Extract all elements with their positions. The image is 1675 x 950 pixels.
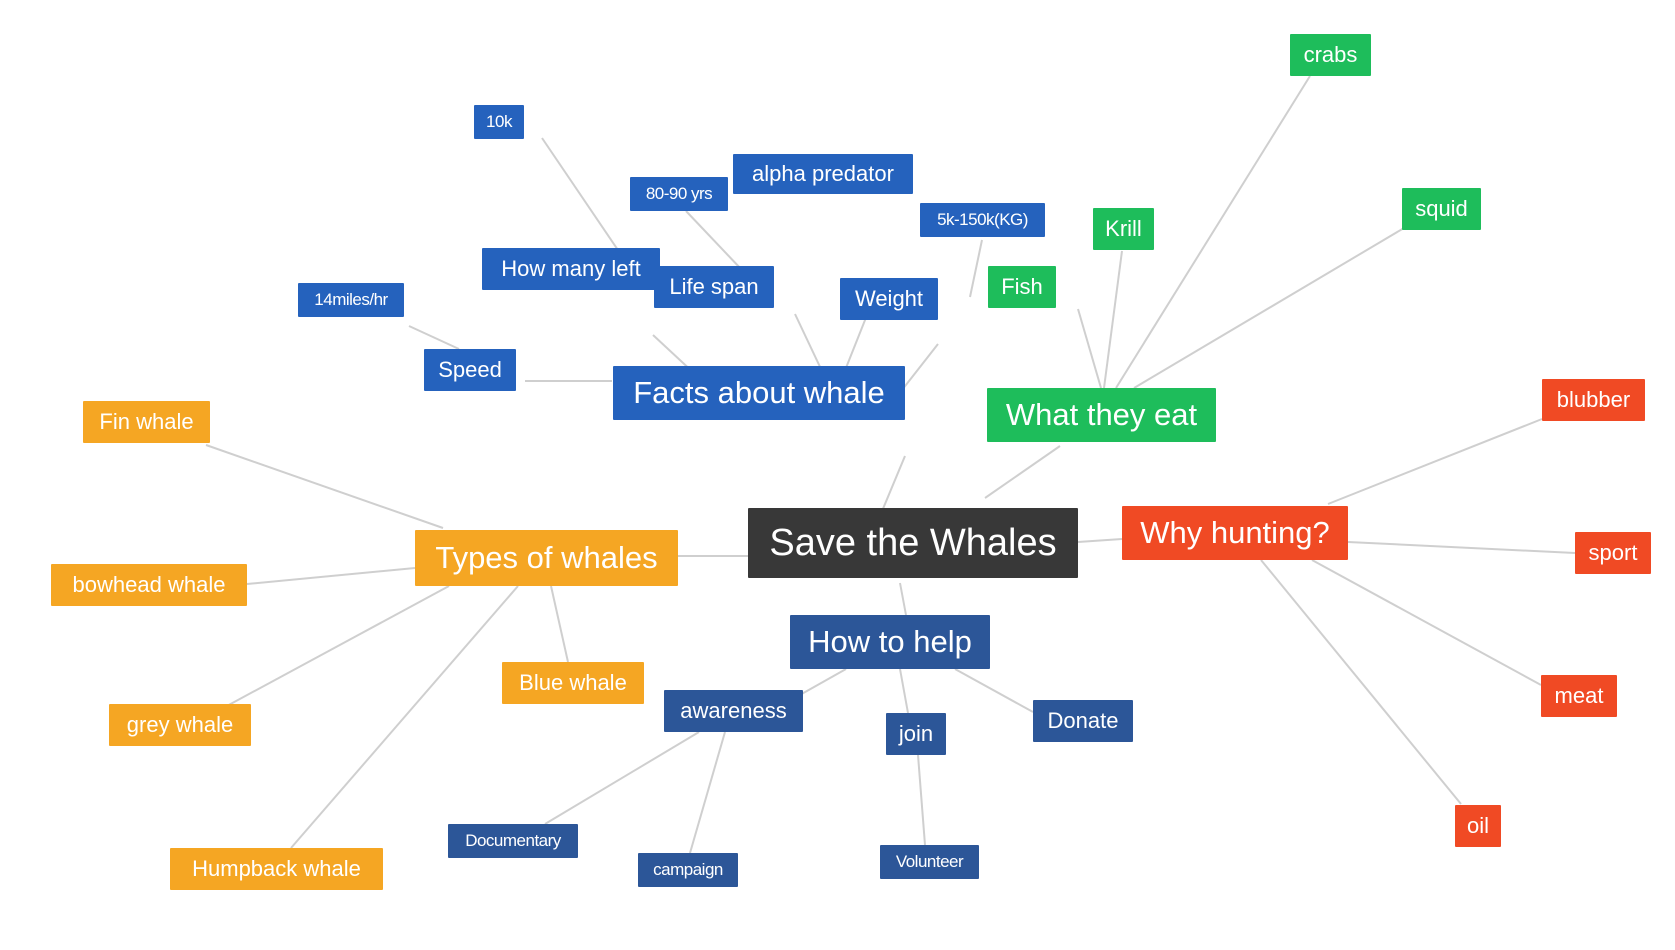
facts-life-span-value[interactable]: 80-90 yrs — [630, 177, 728, 211]
connector-line — [879, 455, 906, 517]
hunting-oil[interactable]: oil — [1455, 805, 1501, 847]
topic-what-they-eat[interactable]: What they eat — [987, 388, 1216, 442]
connector-line — [1133, 227, 1405, 389]
connector-line — [1115, 75, 1311, 389]
connector-line — [544, 731, 700, 825]
types-grey-whale[interactable]: grey whale — [109, 704, 251, 746]
hunting-meat[interactable]: meat — [1541, 675, 1617, 717]
connector-line — [1347, 541, 1576, 554]
connector-line — [1103, 250, 1123, 389]
types-blue-whale[interactable]: Blue whale — [502, 662, 644, 704]
connector-line — [899, 668, 909, 714]
hunting-blubber[interactable]: blubber — [1542, 379, 1645, 421]
connector-line — [1077, 308, 1102, 389]
facts-speed[interactable]: Speed — [424, 349, 516, 391]
help-documentary[interactable]: Documentary — [448, 824, 578, 858]
connector-line — [550, 585, 569, 663]
connector-line — [901, 343, 939, 391]
connector-line — [1260, 559, 1462, 805]
topic-facts-about-whale[interactable]: Facts about whale — [613, 366, 905, 420]
eat-krill[interactable]: Krill — [1093, 208, 1154, 250]
connector-line — [984, 445, 1061, 499]
topic-how-to-help[interactable]: How to help — [790, 615, 990, 669]
connector-line — [1311, 559, 1542, 686]
help-volunteer[interactable]: Volunteer — [880, 845, 979, 879]
eat-squid[interactable]: squid — [1402, 188, 1481, 230]
facts-life-span[interactable]: Life span — [654, 266, 774, 308]
facts-how-many-left-value[interactable]: 10k — [474, 105, 524, 139]
types-bowhead-whale[interactable]: bowhead whale — [51, 564, 247, 606]
facts-how-many-left[interactable]: How many left — [482, 248, 660, 290]
connector-line — [1077, 538, 1123, 543]
facts-weight[interactable]: Weight — [840, 278, 938, 320]
help-donate[interactable]: Donate — [1033, 700, 1133, 742]
eat-crabs[interactable]: crabs — [1290, 34, 1371, 76]
types-humpback-whale[interactable]: Humpback whale — [170, 848, 383, 890]
eat-fish[interactable]: Fish — [988, 266, 1056, 308]
connector-line — [1327, 418, 1543, 505]
connector-line — [224, 585, 450, 708]
topic-why-hunting[interactable]: Why hunting? — [1122, 506, 1348, 560]
connector-line — [954, 668, 1034, 713]
connector-line — [408, 325, 460, 350]
topic-types-of-whales[interactable]: Types of whales — [415, 530, 678, 586]
help-campaign[interactable]: campaign — [638, 853, 738, 887]
types-fin-whale[interactable]: Fin whale — [83, 401, 210, 443]
facts-speed-value[interactable]: 14miles/hr — [298, 283, 404, 317]
connector-line — [246, 567, 416, 585]
connector-line — [290, 585, 519, 849]
connector-line — [689, 731, 726, 854]
facts-weight-value[interactable]: 5k-150k(KG) — [920, 203, 1045, 237]
connector-line — [899, 582, 907, 616]
help-join[interactable]: join — [886, 713, 946, 755]
connector-line — [541, 137, 623, 257]
facts-alpha-predator[interactable]: alpha predator — [733, 154, 913, 194]
connector-line — [917, 754, 926, 846]
connector-line — [685, 210, 743, 271]
connector-line — [969, 239, 983, 298]
root-node[interactable]: Save the Whales — [748, 508, 1078, 578]
connector-line — [205, 444, 444, 529]
hunting-sport[interactable]: sport — [1575, 532, 1651, 574]
help-awareness[interactable]: awareness — [664, 690, 803, 732]
